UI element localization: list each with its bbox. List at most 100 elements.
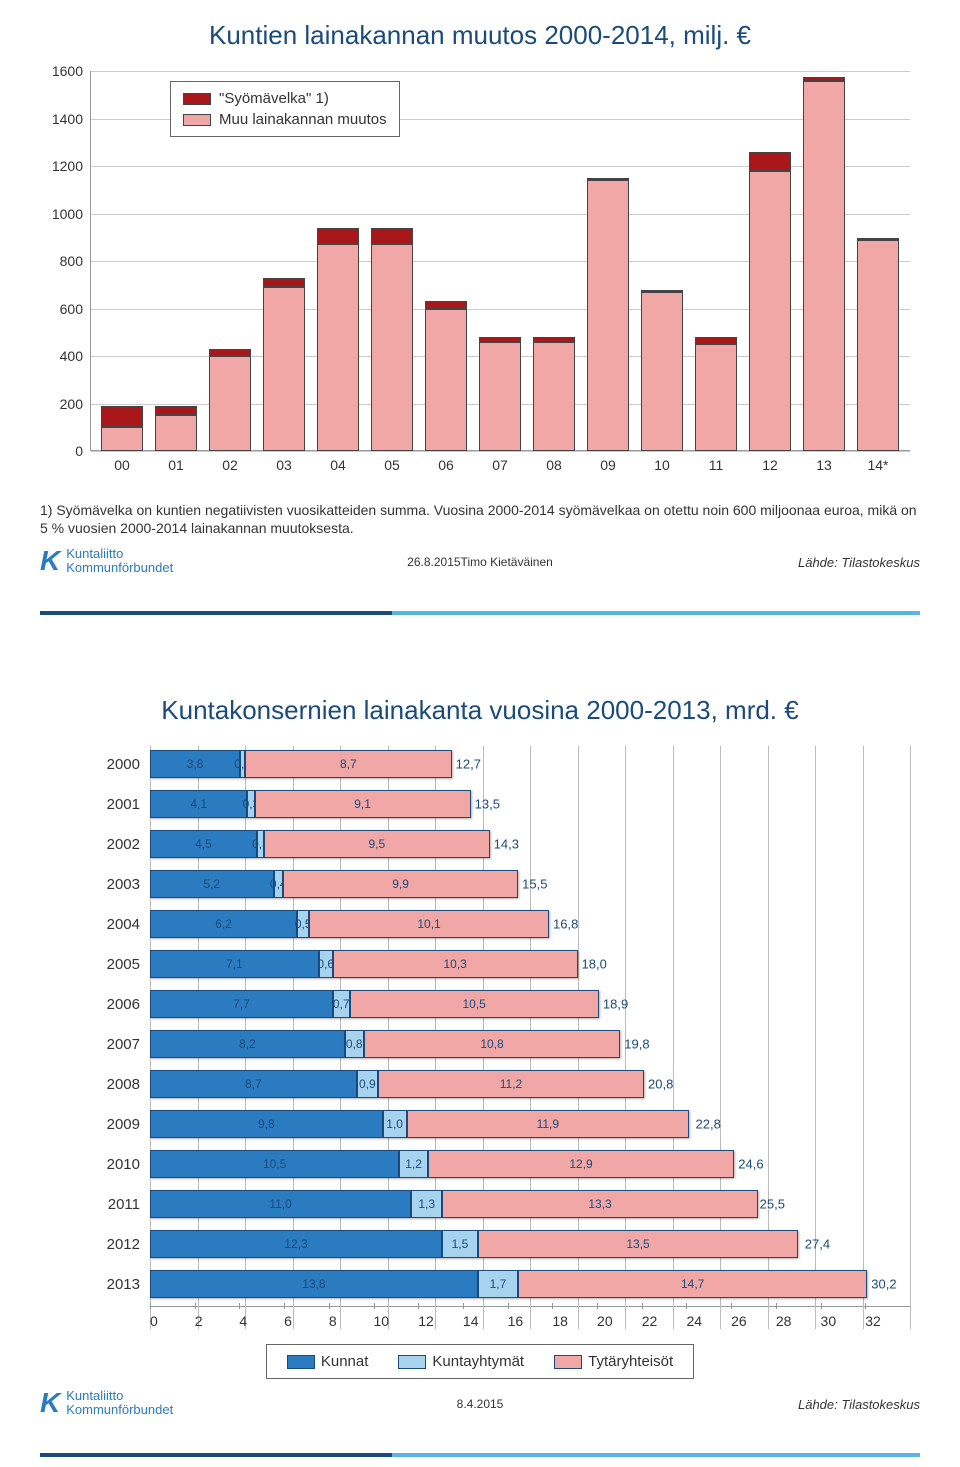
- bar-segment: 13,3: [442, 1190, 758, 1218]
- bar-segment: [695, 344, 737, 451]
- bar-segment: [209, 349, 251, 356]
- x-tick-label: 16: [508, 1313, 553, 1329]
- bar: [695, 337, 737, 451]
- y-label: 2013: [100, 1276, 150, 1293]
- x-tick-label: 30: [821, 1313, 866, 1329]
- bar: [641, 290, 683, 451]
- y-label: 2009: [100, 1116, 150, 1133]
- legend-swatch: [398, 1355, 426, 1369]
- logo-text-1: Kuntaliitto: [66, 547, 173, 561]
- x-tick-label: 20: [597, 1313, 642, 1329]
- bar-segment: 9,9: [283, 870, 518, 898]
- bar-cell: 9,81,011,922,8: [150, 1110, 910, 1138]
- bar: [803, 77, 845, 451]
- bar-segment: 13,5: [478, 1230, 799, 1258]
- bar-segment: [263, 278, 305, 288]
- bar-segment: 0,5: [297, 910, 309, 938]
- bar-segment: 11,0: [150, 1190, 411, 1218]
- bar-segment: 1,5: [442, 1230, 478, 1258]
- legend-item: Kuntayhtymät: [398, 1353, 524, 1370]
- x-tick-label: 14: [463, 1313, 508, 1329]
- total-label: 24,6: [738, 1157, 763, 1172]
- chart1-legend: "Syömävelka" 1)Muu lainakannan muutos: [170, 81, 400, 137]
- chart-row: 201212,31,513,527,4: [100, 1226, 910, 1262]
- total-label: 30,2: [871, 1277, 896, 1292]
- bar-segment: 3,8: [150, 750, 240, 778]
- footer-date-2: 8.4.2015: [457, 1397, 504, 1411]
- x-tick-label: 09: [587, 451, 629, 491]
- x-tick-label: 8: [329, 1313, 374, 1329]
- x-tick-label: 28: [776, 1313, 821, 1329]
- x-tick-label: 10: [374, 1313, 419, 1329]
- bar-cell: 8,70,911,220,8: [150, 1070, 910, 1098]
- bar: 8,20,810,8: [150, 1030, 910, 1058]
- total-label: 14,3: [494, 837, 519, 852]
- x-tick-label: 12: [749, 451, 791, 491]
- y-label: 2003: [100, 876, 150, 893]
- slide-1: Kuntien lainakannan muutos 2000-2014, mi…: [0, 0, 960, 625]
- bar-segment: 1,2: [399, 1150, 428, 1178]
- bar: 6,20,510,1: [150, 910, 910, 938]
- bar-segment: 9,1: [255, 790, 471, 818]
- bar-segment: 0,7: [333, 990, 350, 1018]
- logo-icon: K: [40, 545, 60, 577]
- chart-row: 20057,10,610,318,0: [100, 946, 910, 982]
- total-label: 27,4: [805, 1237, 830, 1252]
- chart-row: 20003,80,28,712,7: [100, 746, 910, 782]
- logo-text-1: Kuntaliitto: [66, 1389, 173, 1403]
- footer-1: K Kuntaliitto Kommunförbundet 26.8.2015T…: [40, 545, 920, 605]
- legend-item: "Syömävelka" 1): [183, 88, 387, 109]
- y-label: 2005: [100, 956, 150, 973]
- bar-segment: [209, 356, 251, 451]
- legend-item: Kunnat: [287, 1353, 369, 1370]
- bar-segment: [155, 415, 197, 451]
- bar: [749, 152, 791, 451]
- chart-row: 20046,20,510,116,8: [100, 906, 910, 942]
- bar: 12,31,513,5: [150, 1230, 910, 1258]
- bar: 7,10,610,3: [150, 950, 910, 978]
- bar: 13,81,714,7: [150, 1270, 910, 1298]
- legend-label: Kunnat: [321, 1353, 369, 1370]
- y-label: 2008: [100, 1076, 150, 1093]
- bar-segment: [263, 287, 305, 451]
- bar: [425, 301, 467, 451]
- bar-segment: 1,0: [383, 1110, 407, 1138]
- bar-cell: 12,31,513,527,4: [150, 1230, 910, 1258]
- bar-segment: 0,8: [345, 1030, 364, 1058]
- bar: 10,51,212,9: [150, 1150, 910, 1178]
- legend-swatch: [287, 1355, 315, 1369]
- bar: 9,81,011,9: [150, 1110, 910, 1138]
- footer-source-1: Lähde: Tilastokeskus: [798, 555, 920, 570]
- chart1: 02004006008001000120014001600 0001020304…: [90, 71, 910, 491]
- bar-segment: 8,2: [150, 1030, 345, 1058]
- total-label: 18,0: [582, 957, 607, 972]
- bar-cell: 11,01,313,325,5: [150, 1190, 910, 1218]
- total-label: 13,5: [475, 797, 500, 812]
- bar-segment: [695, 337, 737, 344]
- bar-segment: 0,3: [257, 830, 264, 858]
- bar-cell: 7,70,710,518,9: [150, 990, 910, 1018]
- footer-2: K Kuntaliitto Kommunförbundet 8.4.2015 L…: [40, 1387, 920, 1447]
- bar-segment: 14,7: [518, 1270, 867, 1298]
- x-tick-label: 06: [425, 451, 467, 491]
- bar-segment: [101, 427, 143, 451]
- footer-bar-1: [40, 611, 920, 615]
- legend-item: Tytäryhteisöt: [554, 1353, 673, 1370]
- bar-segment: [371, 244, 413, 451]
- y-label: 2000: [100, 756, 150, 773]
- x-tick-label: 00: [101, 451, 143, 491]
- bar-segment: [641, 292, 683, 451]
- gridline: [910, 746, 911, 1329]
- chart-row: 20088,70,911,220,8: [100, 1066, 910, 1102]
- total-label: 22,8: [696, 1117, 721, 1132]
- x-tick-label: 04: [317, 451, 359, 491]
- bar-segment: 10,3: [333, 950, 578, 978]
- bar-segment: [425, 309, 467, 452]
- bar-segment: [317, 244, 359, 451]
- bar-segment: 11,9: [407, 1110, 690, 1138]
- bar-segment: 8,7: [245, 750, 452, 778]
- x-tick-label: 14*: [857, 451, 899, 491]
- y-tick-label: 200: [60, 396, 91, 412]
- footer-source-2: Lähde: Tilastokeskus: [798, 1397, 920, 1412]
- bar: [533, 337, 575, 451]
